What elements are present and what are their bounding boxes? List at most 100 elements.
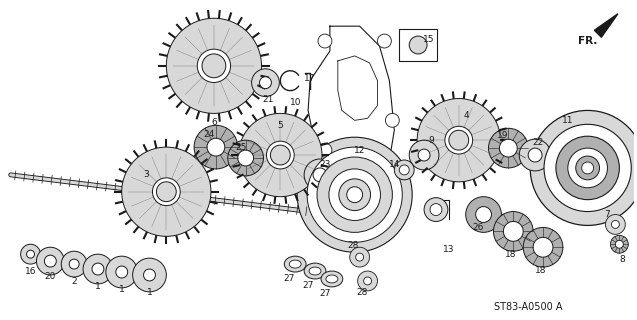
Circle shape [528,148,542,162]
Text: 21: 21 [262,95,274,104]
Circle shape [430,204,442,215]
Text: 1: 1 [119,285,125,294]
Circle shape [519,139,551,171]
FancyBboxPatch shape [399,29,437,61]
Text: 13: 13 [443,245,455,254]
Text: 14: 14 [389,160,400,170]
Circle shape [297,137,412,252]
Circle shape [355,253,364,261]
Circle shape [418,149,430,161]
Text: 18: 18 [505,250,516,259]
Text: 24: 24 [203,130,215,139]
Circle shape [271,145,290,165]
Circle shape [385,113,399,127]
Text: 12: 12 [354,146,366,155]
Ellipse shape [321,271,343,287]
Circle shape [116,266,127,278]
Circle shape [61,251,87,277]
Circle shape [252,69,280,97]
Circle shape [266,141,294,169]
Circle shape [409,140,439,170]
Circle shape [530,110,637,225]
Circle shape [259,77,271,89]
Circle shape [329,169,380,220]
Circle shape [83,254,113,284]
Circle shape [197,49,231,83]
Text: 27: 27 [303,281,314,290]
Circle shape [166,18,262,113]
Circle shape [307,147,403,242]
Ellipse shape [289,260,301,268]
Circle shape [476,207,492,222]
Circle shape [499,139,517,157]
Text: 23: 23 [319,160,331,170]
Circle shape [228,140,264,176]
Circle shape [449,130,469,150]
Circle shape [523,228,563,267]
Circle shape [417,99,501,182]
Circle shape [533,237,553,257]
Circle shape [238,150,254,166]
Circle shape [556,136,619,200]
Text: 18: 18 [535,266,547,275]
Text: 8: 8 [619,255,625,264]
Circle shape [445,126,473,154]
Circle shape [394,160,414,180]
Text: 6: 6 [211,118,217,127]
Text: 16: 16 [25,267,36,276]
Text: 11: 11 [562,116,573,125]
Text: 1: 1 [147,288,152,297]
Circle shape [339,179,371,211]
Circle shape [378,34,391,48]
Text: 1: 1 [95,282,101,292]
Circle shape [494,212,533,251]
Text: 27: 27 [319,289,331,298]
Text: FR.: FR. [578,36,598,46]
Circle shape [20,244,40,264]
Circle shape [69,259,79,269]
Circle shape [318,34,332,48]
Text: 19: 19 [497,131,508,140]
Polygon shape [594,14,618,37]
Circle shape [357,271,378,291]
Ellipse shape [326,275,338,283]
Text: 28: 28 [347,241,359,250]
Text: 15: 15 [423,35,435,44]
Text: 2: 2 [71,277,77,286]
Circle shape [157,182,176,202]
Circle shape [106,256,138,288]
Circle shape [27,250,34,258]
Circle shape [503,221,523,241]
Circle shape [45,255,56,267]
Circle shape [350,247,369,267]
Circle shape [194,125,238,169]
Text: ST83-A0500 A: ST83-A0500 A [494,302,562,312]
Circle shape [207,138,225,156]
Circle shape [318,143,332,157]
Text: 3: 3 [143,170,150,180]
Ellipse shape [309,267,321,275]
Circle shape [347,187,362,203]
Circle shape [202,54,225,78]
Text: 4: 4 [464,111,469,120]
Circle shape [313,168,327,182]
Text: 25: 25 [235,143,247,152]
Text: 27: 27 [283,275,295,284]
Circle shape [615,240,624,248]
Ellipse shape [284,256,306,272]
Text: 10: 10 [289,98,301,107]
Circle shape [544,124,631,212]
Circle shape [239,113,322,197]
Circle shape [610,235,628,253]
Circle shape [568,148,608,188]
Text: 7: 7 [605,210,610,219]
Circle shape [317,157,392,232]
Circle shape [143,269,155,281]
Circle shape [409,36,427,54]
Circle shape [152,178,180,206]
Text: 20: 20 [45,272,56,282]
Circle shape [122,147,211,236]
Circle shape [582,162,594,174]
Circle shape [489,128,528,168]
Circle shape [132,258,166,292]
